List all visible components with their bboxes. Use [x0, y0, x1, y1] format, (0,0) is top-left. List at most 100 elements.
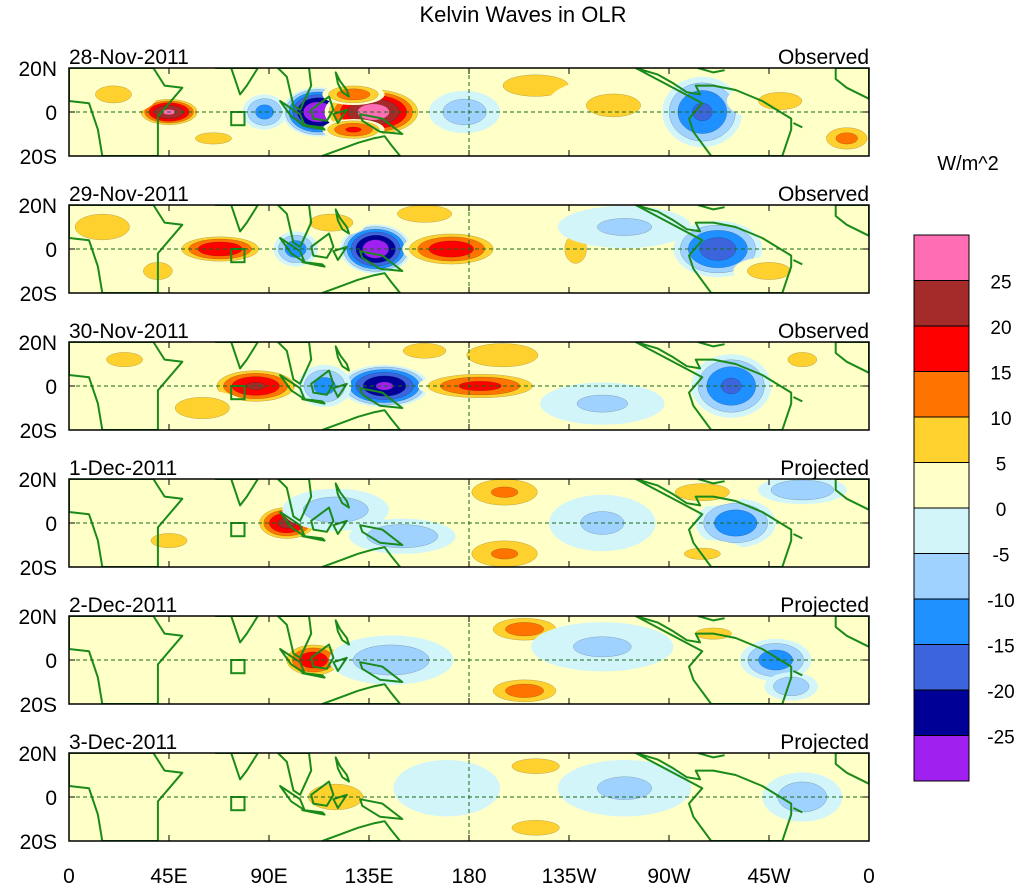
coastline [310, 369, 335, 396]
olr-anomaly-positive [758, 92, 803, 110]
x-tick-label: 135W [542, 865, 597, 887]
coastline [69, 342, 184, 430]
coastline [310, 780, 335, 807]
coastline [301, 398, 326, 405]
coastline [334, 345, 350, 372]
colorbar-bin [913, 735, 970, 782]
y-tick-label: 0 [45, 513, 57, 536]
coastline [634, 205, 793, 293]
colorbar-bin [913, 416, 970, 463]
colorbar-tick-label: -10 [987, 591, 1014, 612]
y-tick-label: 20S [20, 146, 57, 169]
olr-anomaly-positive [74, 213, 130, 241]
y-tick-label: 0 [45, 650, 57, 673]
y-tick-label: 20N [18, 332, 57, 355]
coastline [834, 616, 869, 648]
olr-anomaly-positive [402, 343, 447, 359]
coastline [334, 482, 350, 509]
coastline [310, 643, 335, 670]
coastline [276, 616, 313, 659]
coastline [321, 546, 402, 567]
coastline [634, 479, 793, 567]
colorbar-tick-label: 5 [996, 455, 1007, 476]
coastline [214, 753, 259, 781]
panel-date-label: 29-Nov-2011 [69, 183, 189, 206]
coastline [359, 661, 404, 683]
coastline [359, 250, 404, 272]
olr-anomaly-positive [345, 126, 362, 133]
coastline [301, 261, 326, 268]
coastline [634, 342, 793, 430]
coastline [332, 519, 348, 535]
coastline [321, 272, 402, 293]
panel-1-Dec-2011: 20N 0 20S 1-Dec-2011 Projected [18, 457, 870, 580]
coastline [697, 616, 725, 622]
coastline [359, 387, 404, 409]
coastline [634, 68, 793, 156]
coastline [69, 479, 184, 567]
y-tick-label: 20N [18, 58, 57, 81]
coastline [792, 122, 803, 129]
coastline [276, 479, 313, 522]
colorbar-bin [913, 325, 970, 372]
coastline [792, 670, 803, 677]
colorbar-tick-label: 25 [990, 273, 1011, 294]
coastline [332, 656, 348, 672]
coastline [69, 68, 184, 156]
olr-anomaly-positive [106, 352, 143, 367]
coastline [332, 108, 348, 124]
panel-kind-label: Projected [780, 594, 869, 617]
coastline [634, 616, 793, 704]
coastline [359, 798, 404, 820]
coastline [276, 205, 313, 248]
panel-kind-label: Projected [780, 731, 869, 754]
coastline [310, 506, 335, 533]
x-tick-label: 90W [647, 865, 690, 887]
colorbar-tick-label: 0 [996, 500, 1007, 521]
olr-anomaly-positive [150, 533, 188, 548]
coastline [332, 793, 348, 809]
colorbar-tick-label: -15 [987, 637, 1014, 658]
colorbar-tick-label: -25 [987, 728, 1014, 749]
olr-anomaly-positive [397, 205, 452, 223]
coastline [321, 683, 402, 704]
coastline [214, 342, 259, 370]
coastline [214, 205, 259, 233]
coastline [310, 232, 335, 259]
colorbar-bin [913, 507, 970, 554]
x-tick-label: 90E [250, 865, 287, 887]
olr-anomaly-positive [490, 486, 519, 498]
y-tick-label: 20N [18, 743, 57, 766]
coastline [321, 820, 402, 841]
olr-anomaly-positive [505, 683, 544, 698]
coastline [310, 95, 335, 122]
olr-anomaly-positive [336, 88, 371, 101]
coastline [792, 807, 803, 814]
olr-anomaly-positive [505, 622, 544, 637]
y-tick-label: 20S [20, 420, 57, 443]
coastline [334, 756, 350, 783]
colorbar-bin [913, 689, 970, 736]
y-tick-label: 20N [18, 195, 57, 218]
panel-30-Nov-2011: 20N 0 20S 30-Nov-2011 Observed [18, 320, 870, 443]
olr-anomaly-positive [511, 820, 560, 836]
y-tick-label: 0 [45, 102, 57, 125]
coastline [321, 409, 402, 430]
olr-anomaly-positive [458, 381, 502, 392]
coastline [214, 479, 259, 507]
panel-date-label: 1-Dec-2011 [69, 457, 177, 480]
coastline [359, 524, 404, 546]
coastline [276, 342, 313, 385]
panel-kind-label: Observed [778, 320, 869, 343]
coastline [697, 479, 725, 485]
coastline [697, 68, 725, 74]
olr-anomaly-negative [597, 218, 652, 236]
y-tick-label: 20S [20, 831, 57, 854]
panel-date-label: 3-Dec-2011 [69, 731, 177, 754]
panel-28-Nov-2011: 20N 0 20S 28-Nov-2011 Observed [18, 46, 870, 169]
panel-2-Dec-2011: 20N 0 20S 2-Dec-2011 Projected [18, 594, 870, 717]
coastline [332, 245, 348, 261]
coastline [321, 135, 402, 156]
